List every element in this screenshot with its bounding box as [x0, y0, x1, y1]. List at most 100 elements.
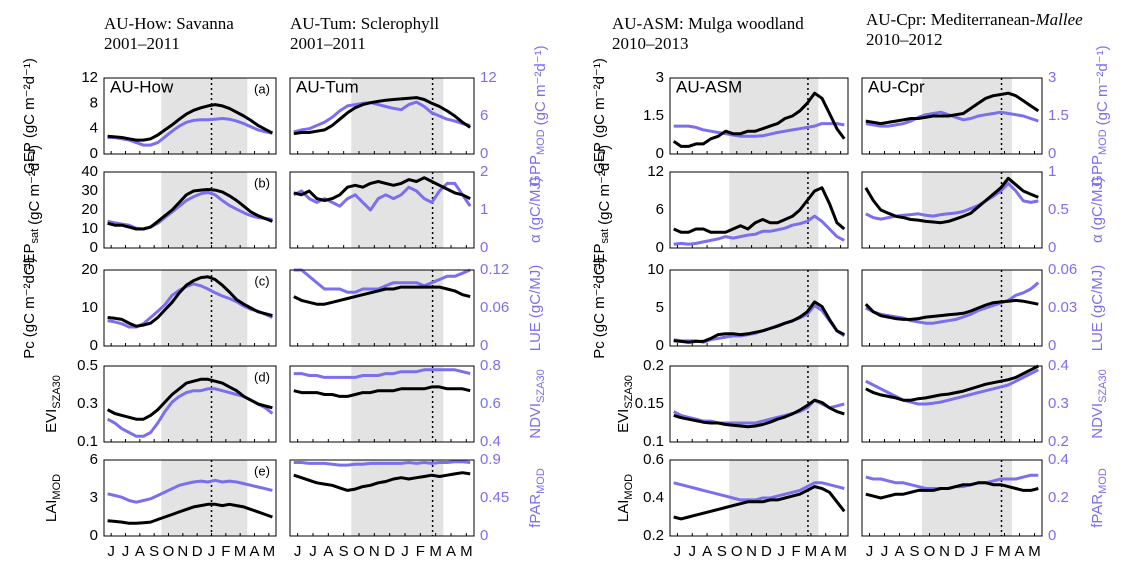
right-y-tick-label: 0.12 [480, 261, 509, 278]
month-tick-label: M [263, 543, 276, 560]
month-tick-label: N [369, 543, 380, 560]
panel-frame [669, 365, 849, 443]
growing-season-shade [729, 366, 819, 442]
right-y-tick-label: 0.8 [480, 357, 501, 374]
month-tick-label: J [689, 543, 697, 560]
left-y-tick-label: 0.3 [77, 395, 98, 412]
month-tick-label: M [1028, 543, 1041, 560]
month-tick-label: A [249, 543, 259, 560]
month-tick-label: S [339, 543, 349, 560]
series-gep_sat-line [864, 176, 1039, 225]
left-y-tick-label: 5 [656, 299, 664, 316]
panel-letter-label: (c) [254, 273, 269, 288]
panel-frame [289, 459, 475, 537]
series-gep-line [107, 103, 274, 142]
left-y-tick-label: 0.4 [643, 489, 664, 506]
left-y-tick-label: 0 [656, 145, 664, 162]
right-y-tick-label: 1.5 [1048, 107, 1069, 124]
right-y-tick-label: 0.06 [480, 299, 509, 316]
series-pc-line [107, 275, 273, 328]
right-y-tick-label: 1 [480, 201, 488, 218]
title-au-how: AU-How: Savanna 2001–2011 [104, 14, 234, 53]
left-axis-label: GEPsat(gC m⁻²d⁻¹) [591, 145, 613, 275]
left-y-tick-label: 0 [656, 239, 664, 256]
panel-site-label: AU-How [110, 77, 174, 96]
panel-frame [861, 365, 1043, 443]
right-y-tick-label: 0.2 [1048, 489, 1069, 506]
series-evi-line [293, 385, 471, 398]
left-y-tick-label: 0 [656, 337, 664, 354]
panel-frame [861, 171, 1043, 249]
series-fpar-line [293, 460, 471, 467]
series-lai-line [293, 471, 471, 492]
left-y-tick-label: 40 [81, 163, 98, 180]
left-y-tick-label: 3 [90, 489, 98, 506]
panel-frame [669, 269, 849, 347]
left-y-tick-label: 3 [656, 69, 664, 86]
right-y-tick-label: 0 [480, 337, 488, 354]
right-axis-label: LUE(gC/MJ) [1089, 265, 1106, 352]
left-y-tick-label: 6 [656, 201, 664, 218]
month-tick-label: J [107, 543, 115, 560]
right-y-tick-label: 0.2 [1048, 433, 1069, 450]
panel-frame [669, 171, 849, 249]
month-tick-label: M [429, 543, 442, 560]
panel-letter-label: (b) [254, 175, 270, 190]
series-gep_sat-line [673, 186, 846, 234]
month-tick-label: D [761, 543, 772, 560]
growing-season-shade [351, 460, 444, 536]
left-y-tick-label: 20 [81, 261, 98, 278]
panel-frame [103, 269, 277, 347]
panel-frame [669, 459, 849, 537]
left-y-tick-label: 30 [81, 182, 98, 199]
series-gep-line [672, 91, 846, 148]
right-y-tick-label: 6 [480, 107, 488, 124]
right-axis-label: α(gC/MJ) [1089, 177, 1106, 243]
left-y-tick-label: 0.2 [643, 527, 664, 544]
series-ndvi-line [293, 368, 471, 379]
left-y-tick-label: 0.5 [77, 357, 98, 374]
series-evi-line [673, 398, 845, 429]
month-tick-label: A [323, 543, 333, 560]
right-y-tick-label: 1 [1048, 163, 1056, 180]
left-axis-label: Pc(gC m⁻²d⁻¹) [591, 257, 608, 359]
left-y-tick-label: 1.5 [643, 107, 664, 124]
left-axis-label: Pc(gC m⁻²d⁻¹) [21, 257, 38, 359]
right-axis-label: LUE(gC/MJ) [527, 265, 544, 352]
month-tick-label: J [294, 543, 302, 560]
left-y-tick-label: 0.15 [635, 395, 664, 412]
series-evi-line [865, 364, 1039, 402]
panel-frame [289, 269, 475, 347]
right-y-tick-label: 0.4 [1048, 357, 1069, 374]
month-tick-label: S [717, 543, 727, 560]
series-alpha-line [673, 214, 845, 246]
series-lai-line [107, 502, 273, 525]
month-tick-label: D [384, 543, 395, 560]
left-y-tick-label: 4 [90, 120, 98, 137]
right-y-tick-label: 2 [480, 163, 488, 180]
right-y-tick-label: 0 [480, 239, 488, 256]
month-tick-label: F [985, 543, 994, 560]
right-y-tick-label: 0.4 [480, 433, 501, 450]
series-ndvi-line [865, 368, 1039, 406]
growing-season-shade [161, 78, 248, 154]
growing-season-shade [729, 78, 819, 154]
right-axis-label: GPPMOD(gC m⁻²d⁻¹) [527, 45, 549, 186]
month-tick-label: S [149, 543, 159, 560]
series-lue-line [865, 281, 1040, 325]
month-tick-label: O [731, 543, 743, 560]
month-tick-label: S [909, 543, 919, 560]
month-tick-label: A [446, 543, 456, 560]
right-axis-label: α(gC/MJ) [527, 177, 544, 243]
right-axis-label: GPPMOD(gC m⁻²d⁻¹) [1089, 45, 1111, 186]
growing-season-shade [351, 366, 444, 442]
panel-frame [861, 77, 1043, 155]
right-y-tick-label: 0.9 [480, 451, 501, 468]
month-tick-label: J [309, 543, 317, 560]
left-axis-label: EVISZA30 [43, 375, 63, 433]
series-gep_sat-line [107, 188, 273, 231]
right-y-tick-label: 0 [1048, 239, 1056, 256]
right-axis-label: fPARMOD [1089, 468, 1109, 528]
growing-season-shade [161, 460, 248, 536]
